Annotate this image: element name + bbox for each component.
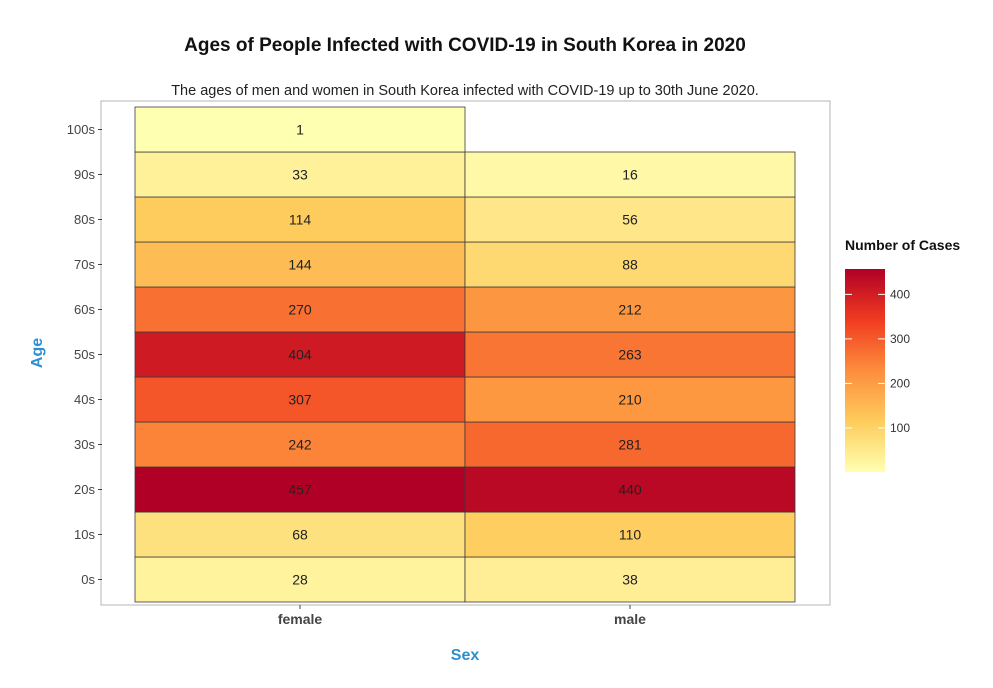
legend-tick-label-400: 400 [890, 287, 910, 301]
cell-label-male-40s: 210 [618, 392, 642, 408]
cell-label-female-70s: 144 [288, 257, 312, 273]
cell-label-female-50s: 404 [288, 347, 312, 363]
y-axis-title: Age [29, 338, 46, 368]
heatmap-cell-female-50s [134, 331, 466, 378]
legend-ticks: 100 200 300 400 [845, 287, 910, 435]
cell-label-female-60s: 270 [288, 302, 312, 318]
cell-label-female-0s: 28 [292, 572, 308, 588]
x-axis-ticks: female male [278, 605, 646, 627]
heatmap-cell-male-0s [464, 556, 796, 603]
cell-label-male-90s: 16 [622, 167, 638, 183]
heatmap-cell-female-70s [134, 241, 466, 288]
heatmap-cell-female-40s [134, 376, 466, 423]
heatmap-cell-female-90s [134, 151, 466, 198]
x-axis-title: Sex [451, 647, 480, 664]
cell-labels: 28 68 457 242 307 404 270 144 114 33 1 38 110 440 281 2… [288, 122, 642, 588]
heatmap-cell-male-30s [464, 421, 796, 468]
heatmap-cell-female-30s [134, 421, 466, 468]
legend-tick-label-100: 100 [890, 421, 910, 435]
y-tick-label-70s: 70s [74, 257, 95, 272]
legend-tick-label-200: 200 [890, 376, 910, 390]
cell-label-male-50s: 263 [618, 347, 642, 363]
y-tick-label-80s: 80s [74, 212, 95, 227]
y-tick-label-40s: 40s [74, 392, 95, 407]
legend-tick-label-300: 300 [890, 332, 910, 346]
y-axis-ticks: 0s 10s 20s 30s 40s 50s 60s 70s 80s 90s 100s [67, 122, 102, 587]
plot-panel-border [100, 100, 831, 606]
heatmap-cell-female-100s [134, 106, 466, 153]
cell-label-male-70s: 88 [622, 257, 638, 273]
x-tick-label-male: male [614, 611, 646, 627]
cell-label-male-20s: 440 [618, 482, 642, 498]
y-tick-label-100s: 100s [67, 122, 96, 137]
y-tick-label-20s: 20s [74, 482, 95, 497]
cell-label-male-30s: 281 [618, 437, 642, 453]
cell-label-male-80s: 56 [622, 212, 638, 228]
chart-title: Ages of People Infected with COVID-19 in… [184, 35, 746, 56]
y-tick-label-50s: 50s [74, 347, 95, 362]
x-tick-label-female: female [278, 611, 323, 627]
y-tick-label-30s: 30s [74, 437, 95, 452]
heatmap-cell-female-80s [134, 196, 466, 243]
heatmap-cells [134, 106, 796, 603]
y-tick-label-90s: 90s [74, 167, 95, 182]
heatmap-cell-male-20s [464, 466, 796, 513]
cell-label-male-0s: 38 [622, 572, 638, 588]
cell-label-male-10s: 110 [619, 527, 642, 543]
heatmap-cell-male-60s [464, 286, 796, 333]
y-tick-label-10s: 10s [74, 527, 95, 542]
cell-label-female-10s: 68 [292, 527, 308, 543]
heatmap-cell-female-10s [134, 511, 466, 558]
cell-label-female-30s: 242 [288, 437, 312, 453]
cell-label-female-80s: 114 [289, 212, 312, 228]
heatmap-cell-female-60s [134, 286, 466, 333]
legend-color-bar [845, 269, 885, 472]
legend-title: Number of Cases [845, 237, 960, 253]
cell-label-female-20s: 457 [288, 482, 312, 498]
y-tick-label-0s: 0s [81, 572, 95, 587]
cell-label-female-90s: 33 [292, 167, 308, 183]
heatmap-cell-male-70s [464, 241, 796, 288]
cell-label-female-40s: 307 [288, 392, 312, 408]
chart-subtitle: The ages of men and women in South Korea… [171, 83, 759, 99]
cell-label-female-100s: 1 [296, 122, 304, 138]
cell-label-male-60s: 212 [618, 302, 642, 318]
y-tick-label-60s: 60s [74, 302, 95, 317]
heatmap-cell-male-90s [464, 151, 796, 198]
heatmap-cell-male-10s [464, 511, 796, 558]
